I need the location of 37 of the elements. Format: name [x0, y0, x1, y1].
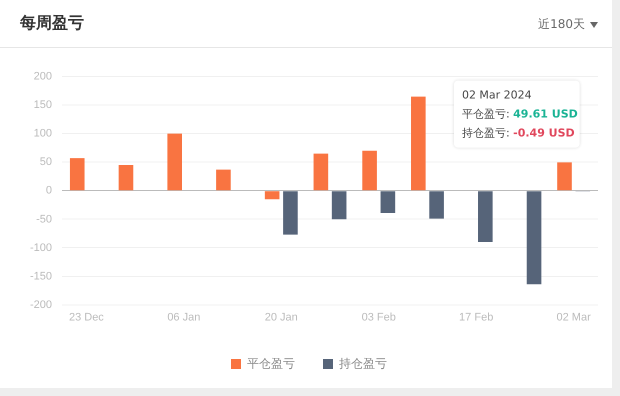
y-tick-label: 150 [34, 99, 52, 112]
annotation: 02 Mar 2024 [462, 88, 532, 102]
x-tick-label: 17 Feb [459, 311, 494, 324]
x-tick-label: 06 Jan [167, 311, 200, 324]
y-tick-label: -150 [30, 270, 52, 282]
y-tick-label: 100 [34, 128, 52, 140]
y-tick-label: 50 [40, 156, 52, 168]
x-tick-label: 02 Mar [556, 311, 592, 324]
legend-label: 持仓盈亏 [339, 356, 387, 370]
bar [478, 191, 493, 242]
bar [216, 170, 231, 190]
bar [314, 154, 328, 190]
chart-title: 每周盈亏 [20, 13, 84, 34]
y-tick-label: -100 [30, 242, 52, 254]
bar [526, 191, 542, 284]
bar [118, 165, 134, 190]
annotation: 持仓盈亏: -0.49 USD [462, 126, 575, 140]
bar [380, 191, 396, 213]
bar [429, 191, 444, 219]
y-tick-label: 200 [34, 70, 52, 83]
bar [362, 150, 377, 190]
annotation: 平仓盈亏: 49.61 USD [462, 108, 578, 121]
x-tick-label: 23 Dec [68, 311, 104, 324]
y-tick-label: -50 [36, 213, 52, 226]
x-tick-label: 03 Feb [362, 311, 396, 324]
bar [264, 191, 280, 200]
bar [70, 158, 85, 190]
y-tick-label: 0 [46, 184, 52, 197]
bar [557, 162, 572, 190]
legend-label: 平仓盈亏 [247, 356, 295, 370]
bar [167, 134, 182, 190]
bar [411, 96, 426, 190]
bar [332, 191, 346, 220]
x-tick-label: 20 Jan [264, 311, 298, 324]
y-tick-label: -200 [30, 298, 52, 311]
text: 近180天 [538, 16, 585, 33]
bar [283, 191, 298, 235]
